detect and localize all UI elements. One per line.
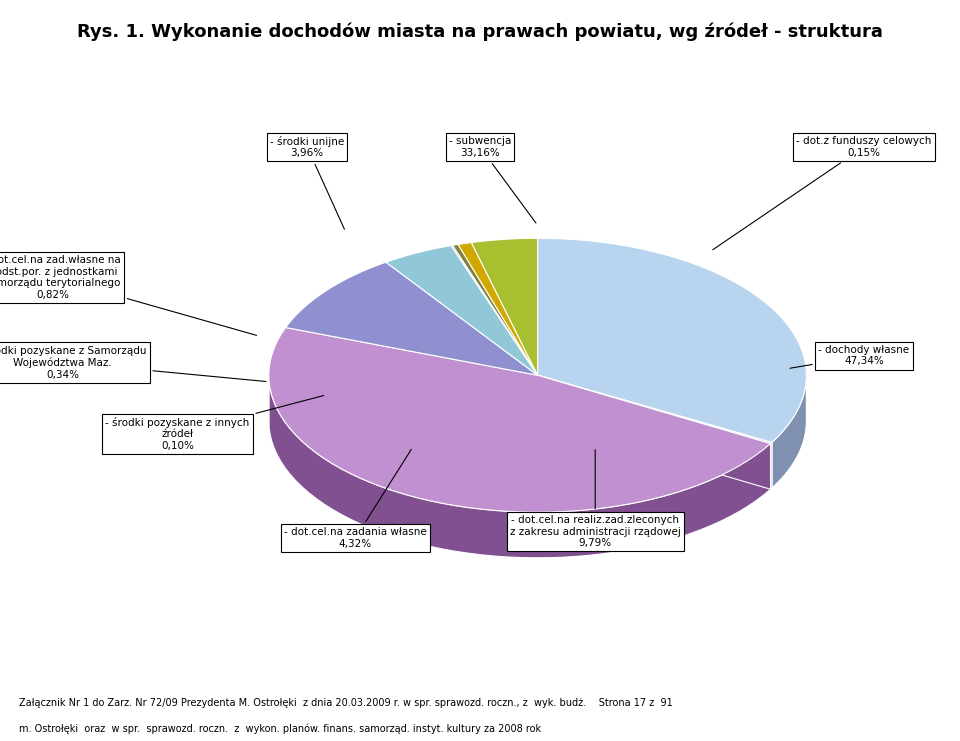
Text: Rys. 1. Wykonanie dochodów miasta na prawach powiatu, wg źródeł - struktura: Rys. 1. Wykonanie dochodów miasta na pra… (77, 22, 883, 41)
Text: - środki pozyskane z Samorządu
Województwa Maz.
0,34%: - środki pozyskane z Samorządu Województ… (0, 345, 266, 382)
Polygon shape (269, 328, 771, 512)
Text: Załącznik Nr 1 do Zarz. Nr 72/09 Prezydenta M. Ostrołęki  z dnia 20.03.2009 r. w: Załącznik Nr 1 do Zarz. Nr 72/09 Prezyde… (19, 698, 673, 708)
Polygon shape (286, 262, 538, 375)
Polygon shape (538, 375, 772, 444)
Polygon shape (771, 442, 772, 489)
Text: - subwencja
33,16%: - subwencja 33,16% (449, 136, 536, 223)
Polygon shape (386, 245, 538, 375)
Polygon shape (538, 375, 771, 489)
Text: m. Ostrołęki  oraz  w spr.  sprawozd. roczn.  z  wykon. planów. finans. samorząd: m. Ostrołęki oraz w spr. sprawozd. roczn… (19, 723, 541, 734)
Polygon shape (538, 375, 772, 488)
Text: - środki unijne
3,96%: - środki unijne 3,96% (270, 136, 345, 229)
Polygon shape (471, 239, 538, 375)
Polygon shape (538, 375, 771, 489)
Polygon shape (458, 242, 538, 375)
Text: - środki pozyskane z innych
źródeł
0,10%: - środki pozyskane z innych źródeł 0,10% (106, 396, 324, 451)
Text: - dochody własne
47,34%: - dochody własne 47,34% (790, 345, 909, 368)
Polygon shape (772, 378, 806, 488)
Text: - dot.cel.na realiz.zad.zleconych
z zakresu administracji rządowej
9,79%: - dot.cel.na realiz.zad.zleconych z zakr… (510, 450, 681, 548)
Text: - dot.z funduszy celowych
0,15%: - dot.z funduszy celowych 0,15% (712, 136, 932, 250)
Text: - dot.cel.na zadania własne
4,32%: - dot.cel.na zadania własne 4,32% (284, 449, 426, 549)
Text: - dot.cel.na zad.własne na
podst.por. z jednostkami
samorządu terytorialnego
0,8: - dot.cel.na zad.własne na podst.por. z … (0, 255, 256, 336)
Polygon shape (451, 245, 538, 375)
Polygon shape (538, 375, 772, 488)
Polygon shape (538, 239, 806, 442)
Polygon shape (452, 245, 538, 375)
Polygon shape (269, 382, 771, 558)
